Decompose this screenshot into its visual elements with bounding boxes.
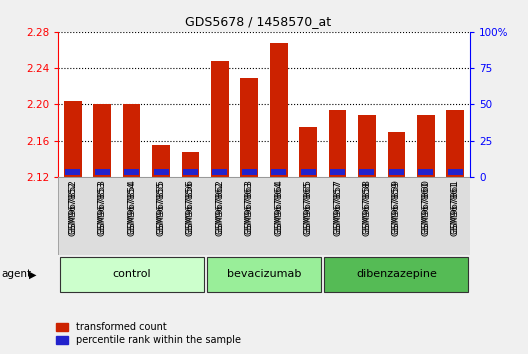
Text: GSM967857: GSM967857 [333,181,342,236]
FancyBboxPatch shape [206,257,322,292]
Text: GSM967855: GSM967855 [156,181,166,236]
Text: GSM967857: GSM967857 [333,179,342,234]
Bar [271,169,286,175]
Bar [152,145,170,177]
Text: GSM967865: GSM967865 [304,181,313,236]
Bar [64,101,82,177]
Bar [418,169,433,175]
Text: control: control [112,269,151,279]
Legend: transformed count, percentile rank within the sample: transformed count, percentile rank withi… [52,319,244,349]
Text: GSM967853: GSM967853 [98,181,107,236]
Text: GSM967858: GSM967858 [362,181,372,236]
Bar [389,169,404,175]
Text: GSM967861: GSM967861 [451,179,460,234]
Bar [388,132,405,177]
Text: GSM967865: GSM967865 [304,179,313,234]
Text: GSM967860: GSM967860 [421,179,430,234]
Bar [154,169,168,175]
Text: GSM967859: GSM967859 [392,181,401,236]
Text: bevacizumab: bevacizumab [227,269,301,279]
Bar [211,61,229,177]
Bar [300,169,316,175]
Bar [240,78,258,177]
FancyBboxPatch shape [58,177,470,255]
Text: GSM967861: GSM967861 [451,181,460,236]
Bar [417,115,435,177]
Text: GSM967860: GSM967860 [421,181,430,236]
Text: GSM967855: GSM967855 [156,179,166,234]
Text: GSM967862: GSM967862 [215,181,224,236]
Bar [448,169,463,175]
Bar [299,127,317,177]
Text: GSM967863: GSM967863 [245,179,254,234]
Text: GSM967856: GSM967856 [186,179,195,234]
Text: GSM967852: GSM967852 [68,179,77,234]
Text: ▶: ▶ [29,269,36,279]
Text: GSM967854: GSM967854 [127,179,136,234]
Text: GSM967856: GSM967856 [186,181,195,236]
Bar [93,104,111,177]
Text: GSM967854: GSM967854 [127,181,136,236]
Bar [360,169,374,175]
Text: GSM967863: GSM967863 [245,181,254,236]
Text: agent: agent [1,269,31,279]
Text: GSM967859: GSM967859 [392,179,401,234]
Text: GSM967864: GSM967864 [274,179,283,234]
Bar [95,169,110,175]
Bar [182,152,199,177]
Text: GSM967858: GSM967858 [362,179,372,234]
Text: GDS5678 / 1458570_at: GDS5678 / 1458570_at [185,15,331,28]
Bar [124,169,139,175]
FancyBboxPatch shape [324,257,468,292]
Bar [329,110,346,177]
Text: GSM967864: GSM967864 [274,181,283,236]
Bar [446,110,464,177]
Text: GSM967862: GSM967862 [215,179,224,234]
Text: GSM967852: GSM967852 [68,181,77,236]
Text: GSM967853: GSM967853 [98,179,107,234]
Bar [212,169,228,175]
Bar [242,169,257,175]
Text: dibenzazepine: dibenzazepine [356,269,437,279]
Bar [65,169,80,175]
FancyBboxPatch shape [60,257,204,292]
Bar [358,115,376,177]
Bar [123,104,140,177]
Bar [330,169,345,175]
Bar [183,169,198,175]
Bar [270,43,288,177]
